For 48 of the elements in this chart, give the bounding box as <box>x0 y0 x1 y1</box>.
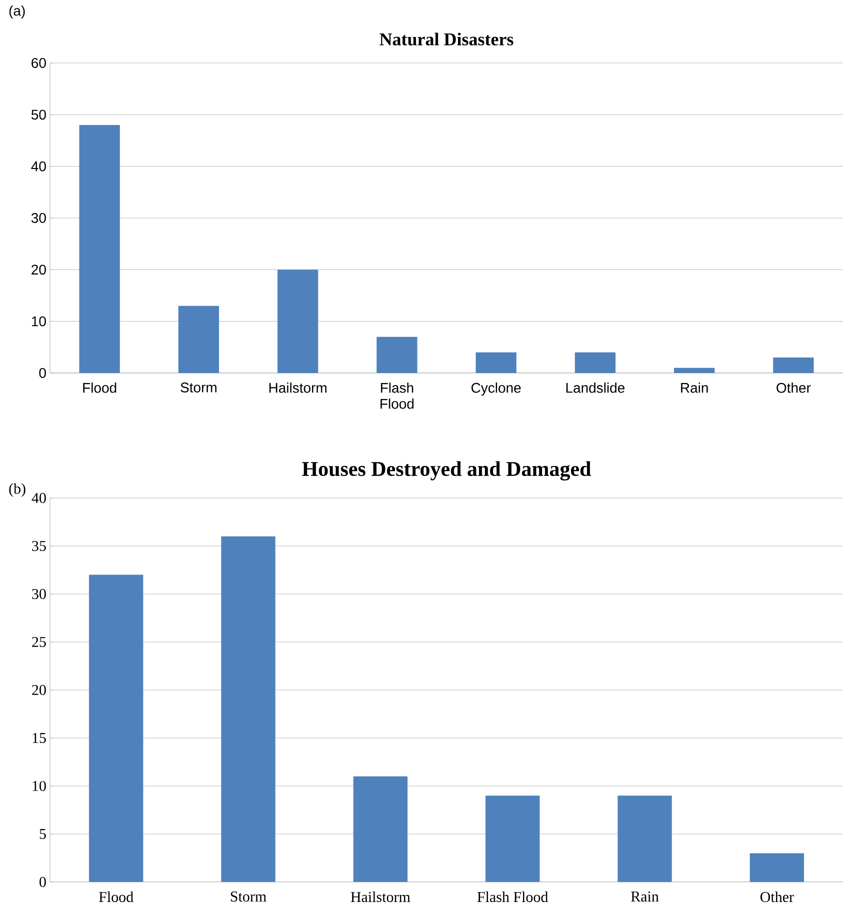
x-tick-label: Other <box>776 382 811 393</box>
y-tick-label: 20 <box>32 264 46 275</box>
y-tick-label: 35 <box>32 540 46 552</box>
y-tick-label: 20 <box>32 684 46 696</box>
bar <box>674 368 715 373</box>
bar <box>353 776 408 882</box>
chart-title: Houses Destroyed and Damaged <box>302 461 591 480</box>
bar <box>618 796 672 882</box>
y-tick-label: 60 <box>32 58 46 68</box>
x-tick-label: Flash Flood <box>380 382 414 409</box>
y-tick-label: 50 <box>31 110 46 120</box>
text: (b) <box>9 483 26 497</box>
bar <box>485 796 540 882</box>
x-tick-label: Flood <box>98 892 134 902</box>
bar <box>750 853 804 882</box>
x-tick-label: Flash Flood <box>477 892 548 902</box>
chart-title: Natural Disasters <box>380 32 514 46</box>
y-tick-label: 10 <box>32 316 46 326</box>
bar <box>277 270 318 373</box>
bar <box>376 336 418 373</box>
y-tick-label: 0 <box>39 368 46 378</box>
bar <box>79 124 120 373</box>
y-tick-label: 30 <box>32 588 46 600</box>
bar <box>574 352 616 373</box>
y-tick-label: 40 <box>31 161 46 172</box>
y-tick-label: 10 <box>32 780 46 792</box>
bar <box>476 352 516 373</box>
x-tick-label: Rain <box>630 892 659 902</box>
x-tick-label: Other <box>760 892 794 902</box>
text: (a) <box>9 5 25 19</box>
x-tick-label: Storm <box>230 892 266 902</box>
y-tick-label: 30 <box>31 213 46 223</box>
bar <box>88 574 144 882</box>
y-tick-label: 15 <box>32 732 46 744</box>
bar <box>221 536 276 882</box>
y-tick-label: 5 <box>40 829 46 839</box>
y-tick-label: 40 <box>32 492 46 504</box>
y-tick-label: 25 <box>32 636 46 648</box>
x-tick-label: Landslide <box>566 382 624 393</box>
bar <box>178 306 219 373</box>
x-tick-label: Storm <box>180 382 216 392</box>
x-tick-label: Cyclone <box>471 382 521 396</box>
x-tick-label: Hailstorm <box>350 892 410 902</box>
x-tick-label: Hailstorm <box>269 382 326 393</box>
x-tick-label: Rain <box>680 382 708 393</box>
bar <box>773 357 814 373</box>
y-tick-label: 0 <box>39 876 46 888</box>
x-tick-label: Flood <box>83 382 116 393</box>
